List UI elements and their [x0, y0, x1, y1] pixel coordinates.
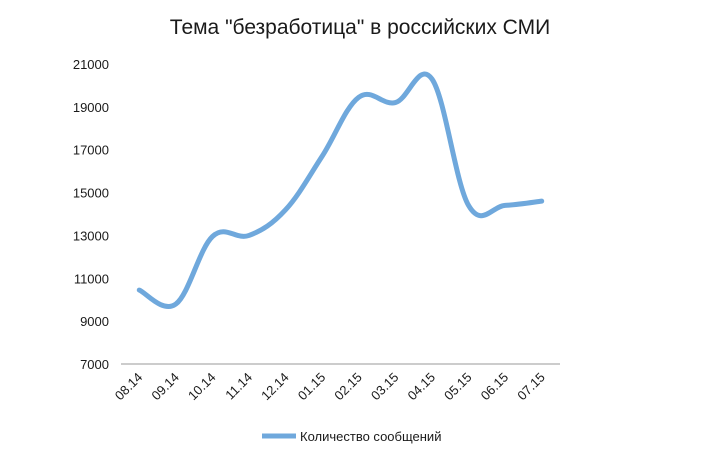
- x-tick-label: 05.15: [441, 370, 475, 404]
- x-tick-label: 10.14: [185, 370, 219, 404]
- x-tick-label: 04.15: [404, 370, 438, 404]
- y-axis-ticks: 7000 9000 11000 13000 15000 17000 19000 21000: [73, 57, 109, 372]
- x-axis-ticks: 08.14 09.14 10.14 11.14 12.14 01.15 02.15 03.15…: [112, 370, 548, 404]
- legend-label: Количество сообщений: [300, 429, 441, 444]
- y-tick-label: 21000: [73, 57, 109, 72]
- chart-title: Тема "безработица" в российских СМИ: [169, 16, 551, 39]
- legend: Количество сообщений: [262, 429, 441, 444]
- x-tick-label: 08.14: [112, 370, 146, 404]
- x-tick-label: 02.15: [331, 370, 365, 404]
- x-tick-label: 12.14: [258, 370, 292, 404]
- y-tick-label: 13000: [73, 228, 109, 243]
- series-line-messages: [136, 71, 545, 309]
- x-tick-label: 07.15: [514, 370, 548, 404]
- y-tick-label: 11000: [74, 271, 109, 286]
- x-tick-label: 01.15: [295, 370, 329, 404]
- y-tick-label: 9000: [80, 314, 109, 329]
- x-tick-label: 06.15: [478, 370, 512, 404]
- y-tick-label: 15000: [73, 186, 109, 201]
- y-tick-label: 7000: [80, 357, 109, 372]
- x-tick-label: 11.14: [222, 370, 255, 403]
- y-tick-label: 17000: [73, 143, 109, 158]
- x-tick-label: 03.15: [368, 370, 402, 404]
- x-tick-label: 09.14: [148, 370, 182, 404]
- y-tick-label: 19000: [73, 100, 109, 115]
